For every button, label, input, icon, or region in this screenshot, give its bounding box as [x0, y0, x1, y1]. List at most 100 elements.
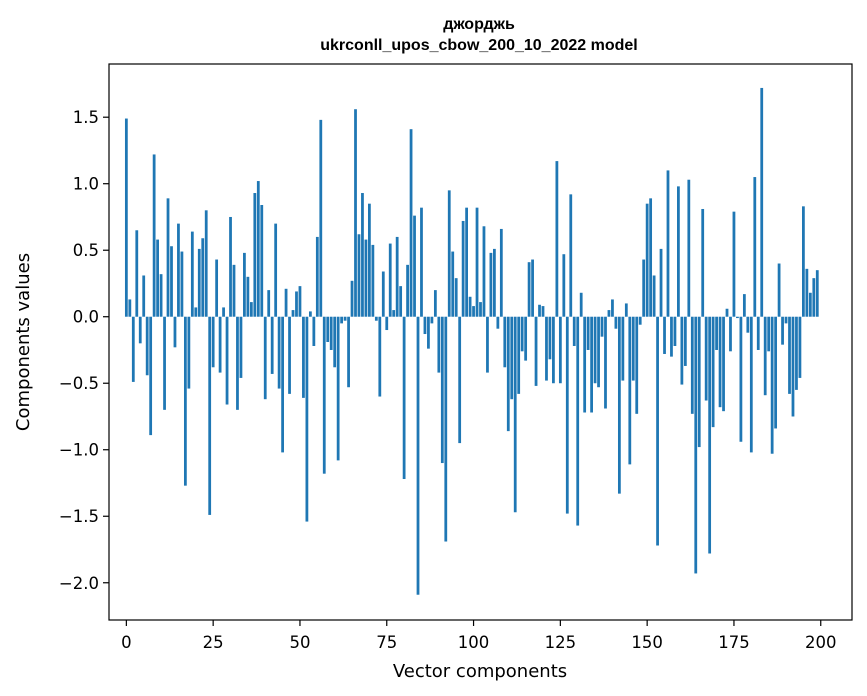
bar [284, 288, 288, 317]
bar [368, 203, 371, 317]
bar [413, 215, 416, 317]
bar [541, 306, 545, 317]
bar [576, 316, 580, 526]
bar [458, 316, 462, 444]
bar [440, 316, 444, 464]
bar [232, 264, 236, 317]
y-tick-label: −1.5 [59, 507, 99, 526]
y-tick-label: 1.5 [73, 108, 99, 127]
bar [364, 239, 368, 317]
bar [715, 316, 718, 350]
bar [402, 316, 406, 480]
bar [645, 203, 649, 317]
bar [315, 236, 319, 317]
bar [256, 181, 260, 317]
bar [572, 316, 576, 346]
bar [510, 316, 514, 400]
x-tick-label: 25 [203, 633, 224, 652]
y-tick-label: 1.0 [73, 175, 99, 194]
bar [711, 316, 715, 428]
bar [204, 210, 208, 317]
bar [704, 316, 708, 401]
bar [517, 316, 521, 394]
bar [225, 316, 229, 405]
bar [135, 230, 139, 317]
bar [236, 316, 239, 410]
bar [631, 316, 635, 381]
bar [326, 316, 330, 342]
bar [156, 239, 159, 317]
bar [756, 316, 760, 350]
bar [263, 316, 267, 400]
bar [742, 294, 746, 317]
bar [128, 299, 132, 317]
bar [465, 207, 468, 317]
bar [694, 316, 698, 574]
bar [479, 302, 482, 317]
bar [388, 243, 392, 317]
x-tick-label: 200 [805, 633, 837, 652]
bar [548, 316, 552, 360]
bar [277, 316, 281, 389]
bar [166, 198, 170, 317]
bar [680, 316, 684, 385]
bar [239, 316, 243, 378]
bar [638, 316, 642, 325]
bar [378, 316, 382, 397]
bar [767, 316, 771, 352]
bar [180, 251, 184, 317]
bar [683, 316, 687, 366]
bar [652, 275, 656, 317]
x-tick-label: 75 [376, 633, 397, 652]
bar [562, 254, 566, 317]
bar [763, 316, 767, 396]
bar [347, 316, 350, 388]
bar [808, 292, 812, 317]
bar [194, 307, 198, 317]
bar [583, 316, 587, 413]
bar [489, 252, 493, 317]
bar [753, 177, 757, 317]
bar [385, 316, 389, 331]
bar [451, 251, 455, 317]
bar [253, 193, 257, 317]
chart-subtitle: ukrconll_upos_cbow_200_10_2022 model [320, 37, 637, 54]
bar [621, 316, 625, 381]
bar [361, 193, 364, 317]
bar [815, 270, 819, 317]
bar [222, 307, 225, 317]
bar [392, 310, 396, 317]
bar [152, 154, 156, 317]
chart-title: джорджь [443, 16, 515, 33]
bar [357, 234, 361, 317]
bar [656, 316, 659, 546]
x-tick-label: 125 [545, 633, 577, 652]
bar [246, 276, 250, 317]
bar [124, 118, 128, 317]
bar [399, 286, 403, 317]
bar [336, 316, 340, 461]
bar [475, 207, 479, 317]
bar [663, 316, 666, 354]
bar [659, 248, 663, 317]
bar [593, 316, 597, 384]
bar [305, 316, 309, 522]
bar [670, 316, 673, 357]
bar [802, 206, 805, 317]
bar [531, 259, 534, 317]
bar [447, 190, 451, 317]
bar [482, 226, 486, 317]
x-axis-ticks: 0 25 50 75 100 125 150 175 200 [121, 620, 837, 652]
bar [628, 316, 632, 465]
bar [777, 263, 781, 317]
bar [197, 248, 201, 317]
bar [486, 316, 489, 373]
y-tick-label: 0.0 [73, 308, 99, 327]
bar [611, 299, 614, 317]
y-tick-label: 0.5 [73, 241, 99, 260]
bar [774, 316, 778, 429]
y-axis-ticks: −2.0 −1.5 −1.0 −0.5 0.0 0.5 1.0 1.5 [59, 108, 109, 593]
bar [739, 316, 743, 442]
bar [617, 316, 621, 494]
bar [552, 316, 555, 384]
